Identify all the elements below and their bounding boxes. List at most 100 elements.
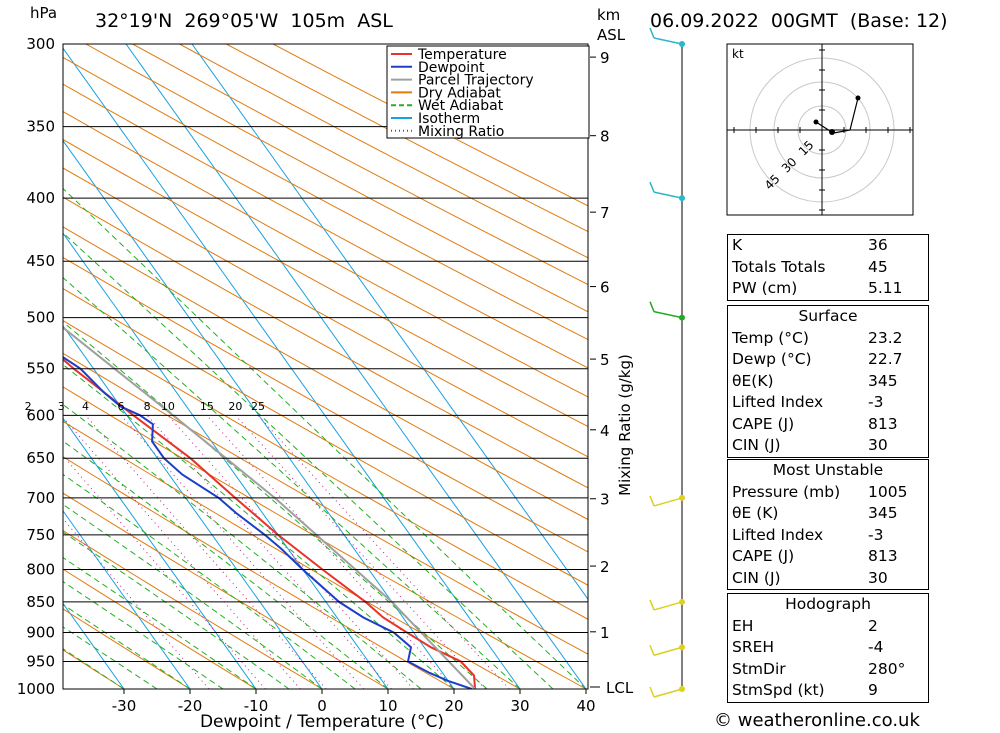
surface-table: Surface Temp (°C) 23.2 Dewp (°C) 22.7 θE(K) 3… <box>727 305 929 458</box>
temperature-profile <box>63 358 477 689</box>
hodograph-label: StmDir <box>732 659 786 678</box>
dry-adiabat-line <box>63 529 323 689</box>
km-tick-label: 9 <box>600 49 610 67</box>
stat-value: 45 <box>868 257 888 276</box>
wet-adiabat-line <box>63 440 389 689</box>
dry-adiabat-line <box>63 83 588 369</box>
legend-label: Mixing Ratio <box>418 124 504 140</box>
dry-adiabat-line <box>63 608 191 689</box>
stat-label: K <box>732 236 743 254</box>
lcl-label: LCL <box>606 679 634 697</box>
hodograph-unit: kt <box>732 47 744 61</box>
mixing-ratio-line <box>63 454 266 689</box>
temperature-tick-label: 20 <box>444 697 463 715</box>
legend-label: Dewpoint <box>418 60 485 76</box>
hodograph-point <box>813 119 819 125</box>
km-tick-label: 8 <box>600 128 610 146</box>
mixing-ratio-line <box>120 414 365 689</box>
legend-label: Isotherm <box>418 111 480 127</box>
surface-value: 23.2 <box>868 328 903 347</box>
mixing-ratio-value: 25 <box>251 400 265 413</box>
most-unstable-row: CAPE (J) 813 <box>728 546 928 568</box>
dry-adiabat-line <box>63 649 125 689</box>
km-tick-label: 1 <box>600 624 610 642</box>
km-tick-label: 6 <box>600 279 610 297</box>
surface-row: CIN (J) 30 <box>728 435 928 457</box>
surface-value: 813 <box>868 414 898 433</box>
most-unstable-title: Most Unstable <box>772 461 884 479</box>
stat-row: PW (cm) 5.11 <box>728 278 928 300</box>
most-unstable-row: Lifted Index -3 <box>728 525 928 547</box>
wind-barb <box>653 191 683 199</box>
isotherm-line <box>63 47 521 689</box>
pressure-tick-label: 550 <box>26 360 55 378</box>
isotherm-line <box>63 510 191 689</box>
most-unstable-label: Pressure (mb) <box>732 482 841 501</box>
mixing-ratio-value: 20 <box>228 400 242 413</box>
most-unstable-value: 813 <box>868 547 898 565</box>
surface-row: CAPE (J) 813 <box>728 414 928 436</box>
dry-adiabat-line <box>63 568 257 689</box>
pressure-tick-label: 300 <box>26 35 55 53</box>
wet-adiabat-line <box>63 604 191 689</box>
dry-adiabat-line <box>63 167 588 458</box>
surface-row: Lifted Index -3 <box>728 392 928 414</box>
dry-adiabat-line <box>63 492 389 689</box>
km-tick-label: 4 <box>600 422 610 440</box>
wind-barb-feather <box>649 644 655 656</box>
mixing-ratio-value: 6 <box>118 400 125 413</box>
temperature-tick-label: -10 <box>244 697 269 715</box>
most-unstable-table: Most Unstable Pressure (mb) 1005 θE (K) 345… <box>727 459 929 590</box>
hodograph-label: StmSpd (kt) <box>732 681 825 699</box>
stat-label: Totals Totals <box>732 257 826 276</box>
most-unstable-row: Pressure (mb) 1005 <box>728 482 928 504</box>
surface-label: Lifted Index <box>732 393 824 411</box>
most-unstable-value: 30 <box>868 568 888 587</box>
surface-row: θE(K) 345 <box>728 371 928 393</box>
pressure-tick-label: 750 <box>26 526 55 544</box>
legend-label: Dry Adiabat <box>418 85 501 101</box>
surface-value: 30 <box>868 436 888 454</box>
mixing-ratio-value: 4 <box>82 400 89 413</box>
hodograph-label: SREH <box>732 638 775 656</box>
temperature-tick-label: 30 <box>510 697 529 715</box>
isotherm-line <box>63 232 389 689</box>
x-axis-label: Dewpoint / Temperature (°C) <box>200 712 444 732</box>
dry-adiabat-line <box>85 44 588 313</box>
mixing-ratio-axis-label: Mixing Ratio (g/kg) <box>616 354 634 496</box>
hodograph-row: StmDir 280° <box>728 659 928 681</box>
wind-barb-feather <box>649 301 655 312</box>
pressure-tick-label: 450 <box>26 252 55 270</box>
dry-adiabat-line <box>63 288 588 586</box>
wet-adiabat-line <box>63 531 290 689</box>
wet-adiabat-line <box>63 232 554 689</box>
dry-adiabat-line <box>63 56 588 341</box>
hodograph-value: 280° <box>868 659 906 678</box>
dry-adiabat-line <box>63 138 588 428</box>
mixing-ratio-value: 15 <box>200 400 214 413</box>
isotherm-line <box>63 324 323 689</box>
footer-credit[interactable]: © weatheronline.co.uk <box>714 710 920 731</box>
isotherm-line <box>63 602 125 689</box>
pressure-tick-label: 900 <box>26 624 55 642</box>
km-tick-label: 7 <box>600 204 610 222</box>
wind-barb <box>653 497 683 507</box>
km-unit: km <box>597 6 621 24</box>
wet-adiabat-line <box>63 187 587 689</box>
hodograph-stats-table: Hodograph EH 2 SREH -4 StmDir 280° StmSpd (kt)… <box>727 593 929 703</box>
most-unstable-row: CIN (J) 30 <box>728 568 928 590</box>
dry-adiabat-line <box>226 44 588 233</box>
wind-barb-feather <box>649 27 655 39</box>
hodograph-stats-title: Hodograph <box>785 595 871 613</box>
mixing-ratio-value: 10 <box>161 400 175 413</box>
mixing-ratio-line <box>235 414 486 689</box>
temperature-tick-label: 10 <box>378 697 397 715</box>
surface-label: θE(K) <box>732 371 774 390</box>
legend-label: Wet Adiabat <box>418 98 504 114</box>
surface-label: Temp (°C) <box>732 328 809 347</box>
isotherm-line <box>191 44 588 601</box>
wind-barb-feather <box>649 181 655 193</box>
dry-adiabat-line <box>63 256 588 553</box>
temperature-tick-label: -30 <box>112 697 137 715</box>
